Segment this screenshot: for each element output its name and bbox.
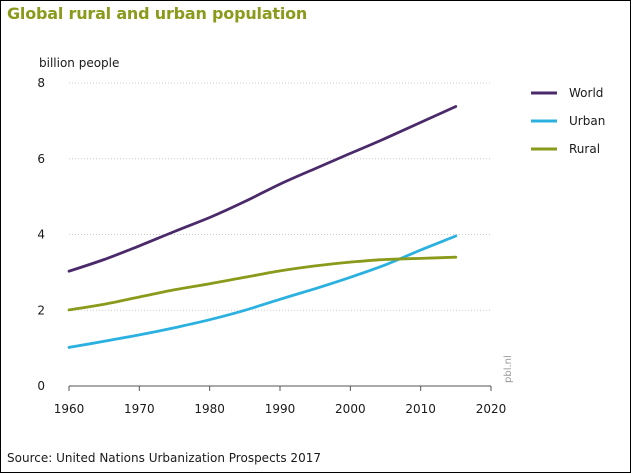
y-tick-label-4: 4 — [37, 228, 45, 242]
series-line-urban — [67, 234, 458, 349]
credit-label: pbl.nl — [503, 355, 514, 383]
legend-label-world: World — [569, 86, 603, 100]
series-line-world — [67, 105, 458, 273]
x-tick-label-2000: 2000 — [335, 402, 366, 416]
x-tick-label-2010: 2010 — [405, 402, 436, 416]
x-tick-label-1960: 1960 — [54, 402, 85, 416]
x-tick-label-2020: 2020 — [476, 402, 507, 416]
y-tick-label-6: 6 — [37, 152, 45, 166]
legend-label-urban: Urban — [569, 114, 605, 128]
chart-title: Global rural and urban population — [7, 4, 308, 23]
y-tick-label-2: 2 — [37, 303, 45, 317]
x-tick-label-1980: 1980 — [194, 402, 225, 416]
x-tick-label-1970: 1970 — [124, 402, 155, 416]
y-tick-label-8: 8 — [37, 76, 45, 90]
series-line-rural — [67, 255, 458, 312]
y-tick-label-0: 0 — [37, 379, 45, 393]
x-tick-label-1990: 1990 — [265, 402, 296, 416]
legend-label-rural: Rural — [569, 142, 600, 156]
y-axis-label: billion people — [39, 56, 120, 70]
source-note: Source: United Nations Urbanization Pros… — [7, 451, 321, 465]
